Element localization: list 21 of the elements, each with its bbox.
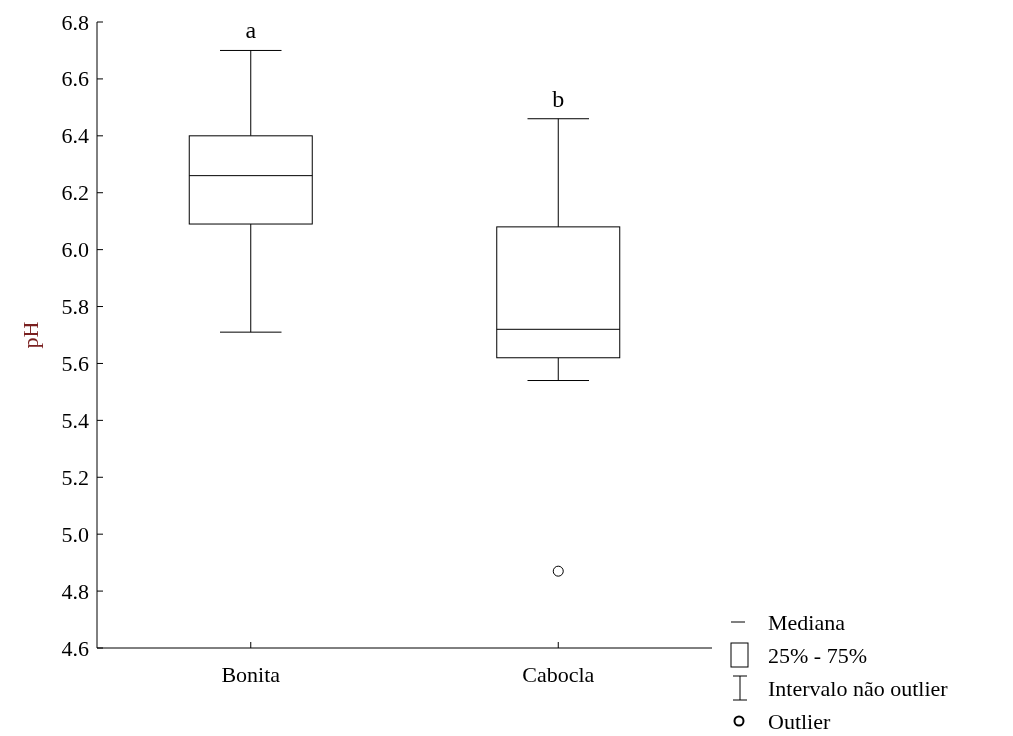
y-tick-label: 6.8 xyxy=(61,9,89,35)
text: Intervalo não outlier xyxy=(768,675,949,701)
annotation: a xyxy=(245,17,257,44)
text: Outlier xyxy=(768,708,831,734)
y-tick-label: 4.6 xyxy=(61,635,89,661)
y-tick-label: 5.0 xyxy=(61,521,89,547)
y-axis-title: pH xyxy=(18,321,43,349)
y-tick-label: 5.2 xyxy=(61,464,89,490)
y-tick-label: 5.4 xyxy=(61,407,89,433)
annotation: b xyxy=(552,85,565,112)
y-tick-label: 6.4 xyxy=(61,123,89,149)
y-tick-label: 6.6 xyxy=(61,66,89,92)
text: Mediana xyxy=(768,609,846,635)
y-tick-label: 6.0 xyxy=(61,237,89,263)
y-tick-label: 5.6 xyxy=(61,350,89,376)
y-tick-label: 5.8 xyxy=(61,294,89,320)
y-tick-label: 6.2 xyxy=(61,180,89,206)
y-tick-label: 4.8 xyxy=(61,578,89,604)
x-tick-label: Cabocla xyxy=(522,662,595,687)
text: 25% - 75% xyxy=(768,642,867,668)
x-tick-label: Bonita xyxy=(221,662,281,687)
